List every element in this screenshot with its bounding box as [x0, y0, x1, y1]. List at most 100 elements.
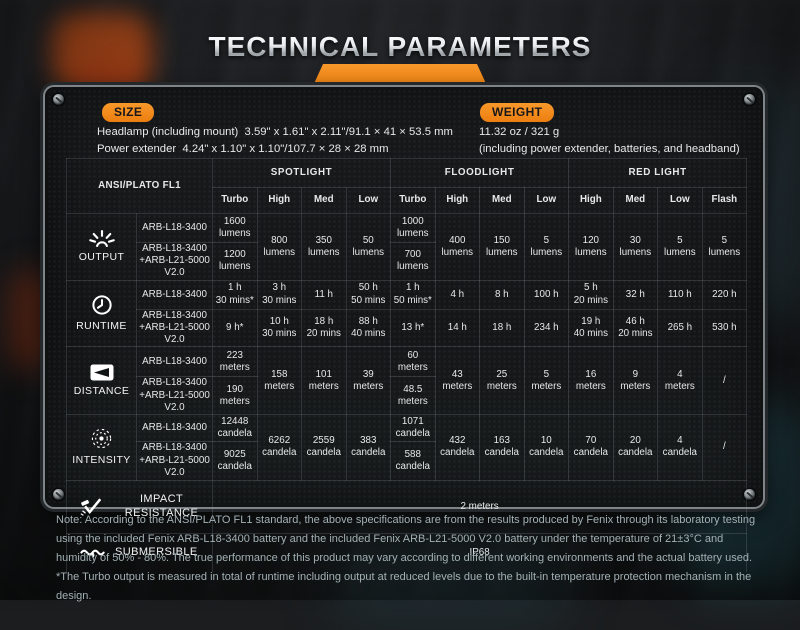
row-label-distance: DISTANCE [66, 346, 137, 416]
value-cell: 10 h 30 mins [256, 308, 303, 348]
value-cell: 48.5 meters [390, 376, 436, 416]
value-cell: 11 h [301, 279, 347, 310]
screw-icon [744, 489, 755, 500]
value-cell: 5 lumens [523, 213, 570, 281]
value-cell: 158 meters [256, 346, 303, 416]
footnote: Note: According to the ANSI/PLATO FL1 st… [56, 511, 760, 606]
light-output-icon [88, 229, 115, 247]
value-cell: 2559 candela [301, 414, 347, 481]
mode-header: Turbo [212, 187, 258, 214]
battery-cell: ARB-L18-3400 +ARB-L21-5000 V2.0 [135, 242, 214, 281]
value-cell: 14 h [434, 308, 481, 348]
spec-table: ANSI/PLATO FL1 SPOTLIGHT FLOODLIGHT RED … [65, 158, 748, 573]
value-cell: 39 meters [345, 346, 392, 416]
value-cell: 13 h* [390, 308, 436, 348]
value-cell: 530 h [701, 308, 748, 348]
value-cell: 588 candela [390, 440, 436, 481]
value-cell: 163 candela [479, 414, 525, 481]
value-cell: 1071 candela [390, 414, 436, 442]
value-cell: 350 lumens [301, 213, 347, 281]
page-title: TECHNICAL PARAMETERS [0, 31, 800, 63]
value-cell: 1000 lumens [390, 213, 436, 243]
value-cell: 46 h 20 mins [612, 308, 659, 348]
value-cell: 5 lumens [657, 213, 703, 281]
size-text: Headlamp (including mount) 3.59" x 1.61"… [97, 126, 453, 155]
mode-header: Low [657, 187, 703, 214]
group-header-spotlight: SPOTLIGHT [212, 158, 392, 188]
value-cell: 30 lumens [612, 213, 659, 281]
submersible-value-cell: IP68 [212, 532, 748, 573]
mode-header: Flash [701, 187, 748, 214]
mode-header: High [434, 187, 481, 214]
value-cell: 4 meters [657, 346, 703, 416]
mode-header: Med [612, 187, 659, 214]
row-label-impact-resistance: IMPACT RESISTANCE [65, 479, 214, 534]
row-label-output: OUTPUT [66, 213, 137, 281]
value-cell: 265 h [657, 308, 703, 348]
clock-icon [91, 295, 112, 315]
impact-value-cell: 2 meters [212, 479, 748, 534]
spec-panel: SIZE Headlamp (including mount) 3.59" x … [43, 85, 765, 573]
value-cell: 9 meters [612, 346, 659, 416]
value-cell: 16 meters [568, 346, 614, 416]
value-cell: 5 lumens [701, 213, 748, 281]
value-cell: 234 h [523, 308, 570, 348]
footnote-body: Note: According to the ANSI/PLATO FL1 st… [56, 514, 756, 564]
submersible-water-icon [80, 549, 105, 558]
mode-header: Med [479, 187, 525, 214]
value-cell: 383 candela [345, 414, 392, 481]
battery-cell: ARB-L18-3400 +ARB-L21-5000 V2.0 [135, 308, 214, 348]
size-badge: SIZE [102, 103, 155, 122]
value-cell: 32 h [612, 279, 659, 310]
value-cell: 400 lumens [434, 213, 481, 281]
group-header-floodlight: FLOODLIGHT [390, 158, 570, 188]
value-cell: 25 meters [479, 346, 525, 416]
value-cell: 60 meters [390, 346, 436, 378]
value-cell: 88 h 40 mins [345, 308, 392, 348]
value-cell: 20 candela [612, 414, 659, 481]
intensity-target-icon [91, 429, 112, 449]
mode-header: Low [523, 187, 570, 214]
value-cell: 18 h 20 mins [301, 308, 347, 348]
value-cell: 150 lumens [479, 213, 525, 281]
value-cell: 1 h 30 mins* [212, 279, 258, 310]
battery-cell: ARB-L18-3400 +ARB-L21-5000 V2.0 [135, 376, 214, 416]
value-cell: 6262 candela [256, 414, 303, 481]
value-cell: 120 lumens [568, 213, 614, 281]
weight-text: 11.32 oz / 321 g (including power extende… [479, 126, 740, 155]
value-cell: 3 h 30 mins [256, 279, 303, 310]
value-cell: 190 meters [212, 376, 258, 416]
group-header-redlight: RED LIGHT [568, 158, 748, 188]
value-cell: / [701, 346, 748, 416]
beam-distance-icon [90, 364, 113, 381]
value-cell: 50 lumens [345, 213, 392, 281]
screw-icon [53, 489, 64, 500]
screw-icon [744, 94, 755, 105]
value-cell: 10 candela [523, 414, 570, 481]
battery-cell: ARB-L18-3400 [135, 213, 214, 243]
battery-cell: ARB-L18-3400 [135, 346, 214, 378]
mode-header: Med [301, 187, 347, 214]
value-cell: 18 h [479, 308, 525, 348]
mode-header: Low [345, 187, 392, 214]
row-label-submersible: SUBMERSIBLE [65, 532, 214, 573]
mode-header: High [568, 187, 614, 214]
orange-tab-decoration [312, 64, 488, 88]
mode-header: Turbo [390, 187, 436, 214]
value-cell: 9025 candela [212, 440, 258, 481]
value-cell: 19 h 40 mins [568, 308, 614, 348]
value-cell: 223 meters [212, 346, 258, 378]
weight-badge: WEIGHT [480, 103, 555, 122]
value-cell: 1200 lumens [212, 242, 258, 281]
table-corner-label: ANSI/PLATO FL1 [65, 158, 214, 214]
impact-hammer-check-icon [80, 498, 102, 517]
value-cell: / [701, 414, 748, 481]
value-cell: 8 h [479, 279, 525, 310]
value-cell: 9 h* [212, 308, 258, 348]
value-cell: 1600 lumens [212, 213, 258, 243]
value-cell: 5 meters [523, 346, 570, 416]
value-cell: 50 h 50 mins [345, 279, 392, 310]
value-cell: 110 h [657, 279, 703, 310]
row-label-runtime: RUNTIME [66, 279, 137, 348]
screw-icon [53, 94, 64, 105]
